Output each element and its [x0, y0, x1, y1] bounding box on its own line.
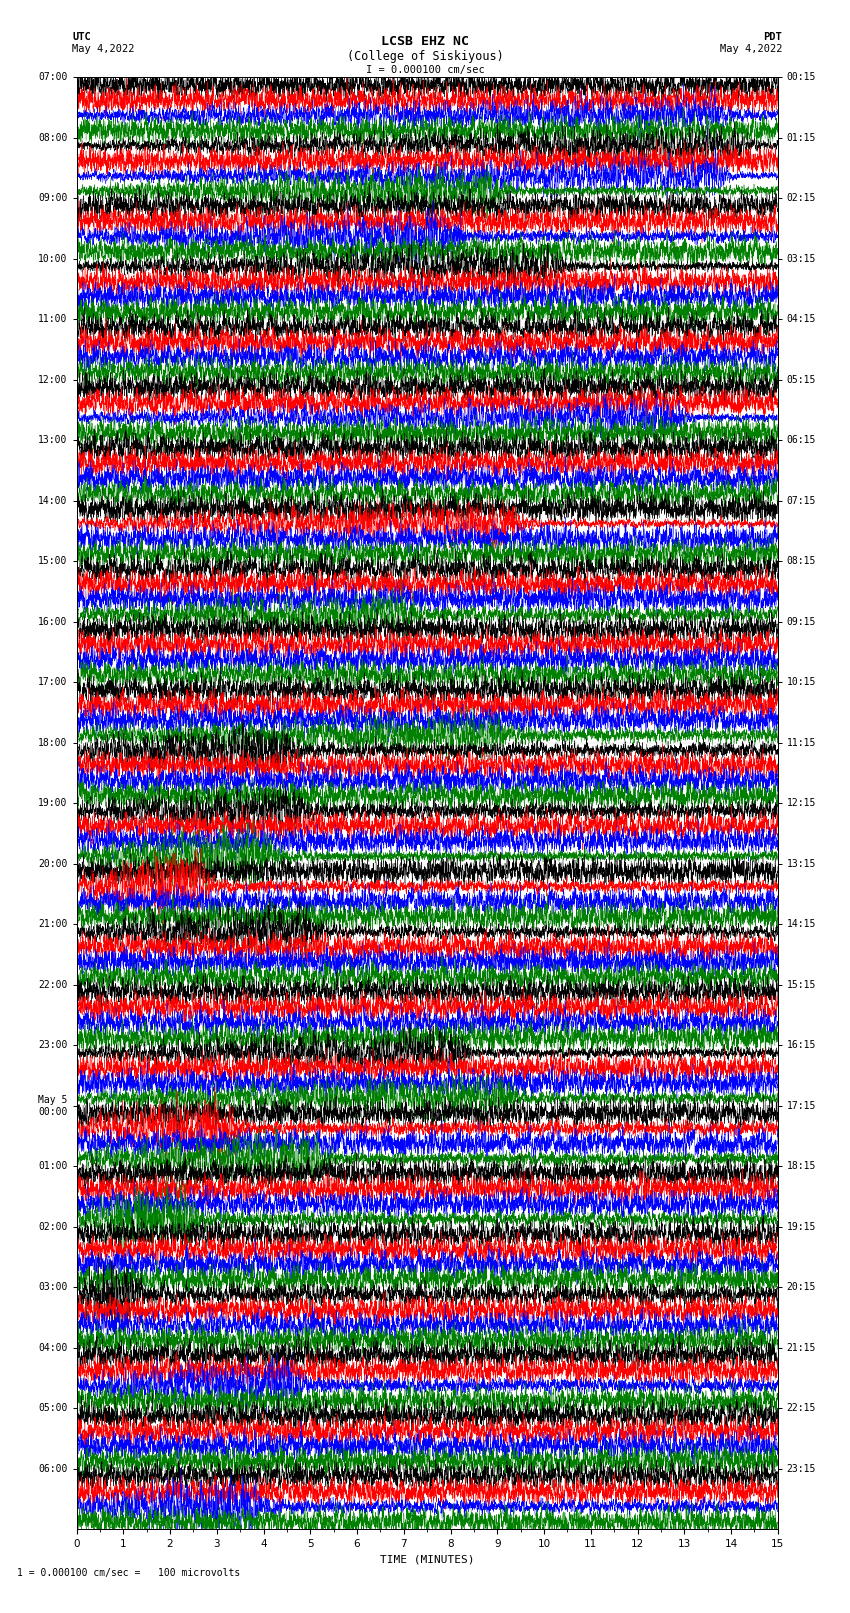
Text: I = 0.000100 cm/sec: I = 0.000100 cm/sec — [366, 65, 484, 74]
X-axis label: TIME (MINUTES): TIME (MINUTES) — [380, 1555, 474, 1565]
Text: LCSB EHZ NC: LCSB EHZ NC — [381, 35, 469, 48]
Text: UTC: UTC — [72, 32, 91, 42]
Text: 1 = 0.000100 cm/sec =   100 microvolts: 1 = 0.000100 cm/sec = 100 microvolts — [17, 1568, 241, 1578]
Text: (College of Siskiyous): (College of Siskiyous) — [347, 50, 503, 63]
Text: PDT: PDT — [763, 32, 782, 42]
Text: May 4,2022: May 4,2022 — [72, 44, 135, 53]
Text: May 4,2022: May 4,2022 — [719, 44, 782, 53]
